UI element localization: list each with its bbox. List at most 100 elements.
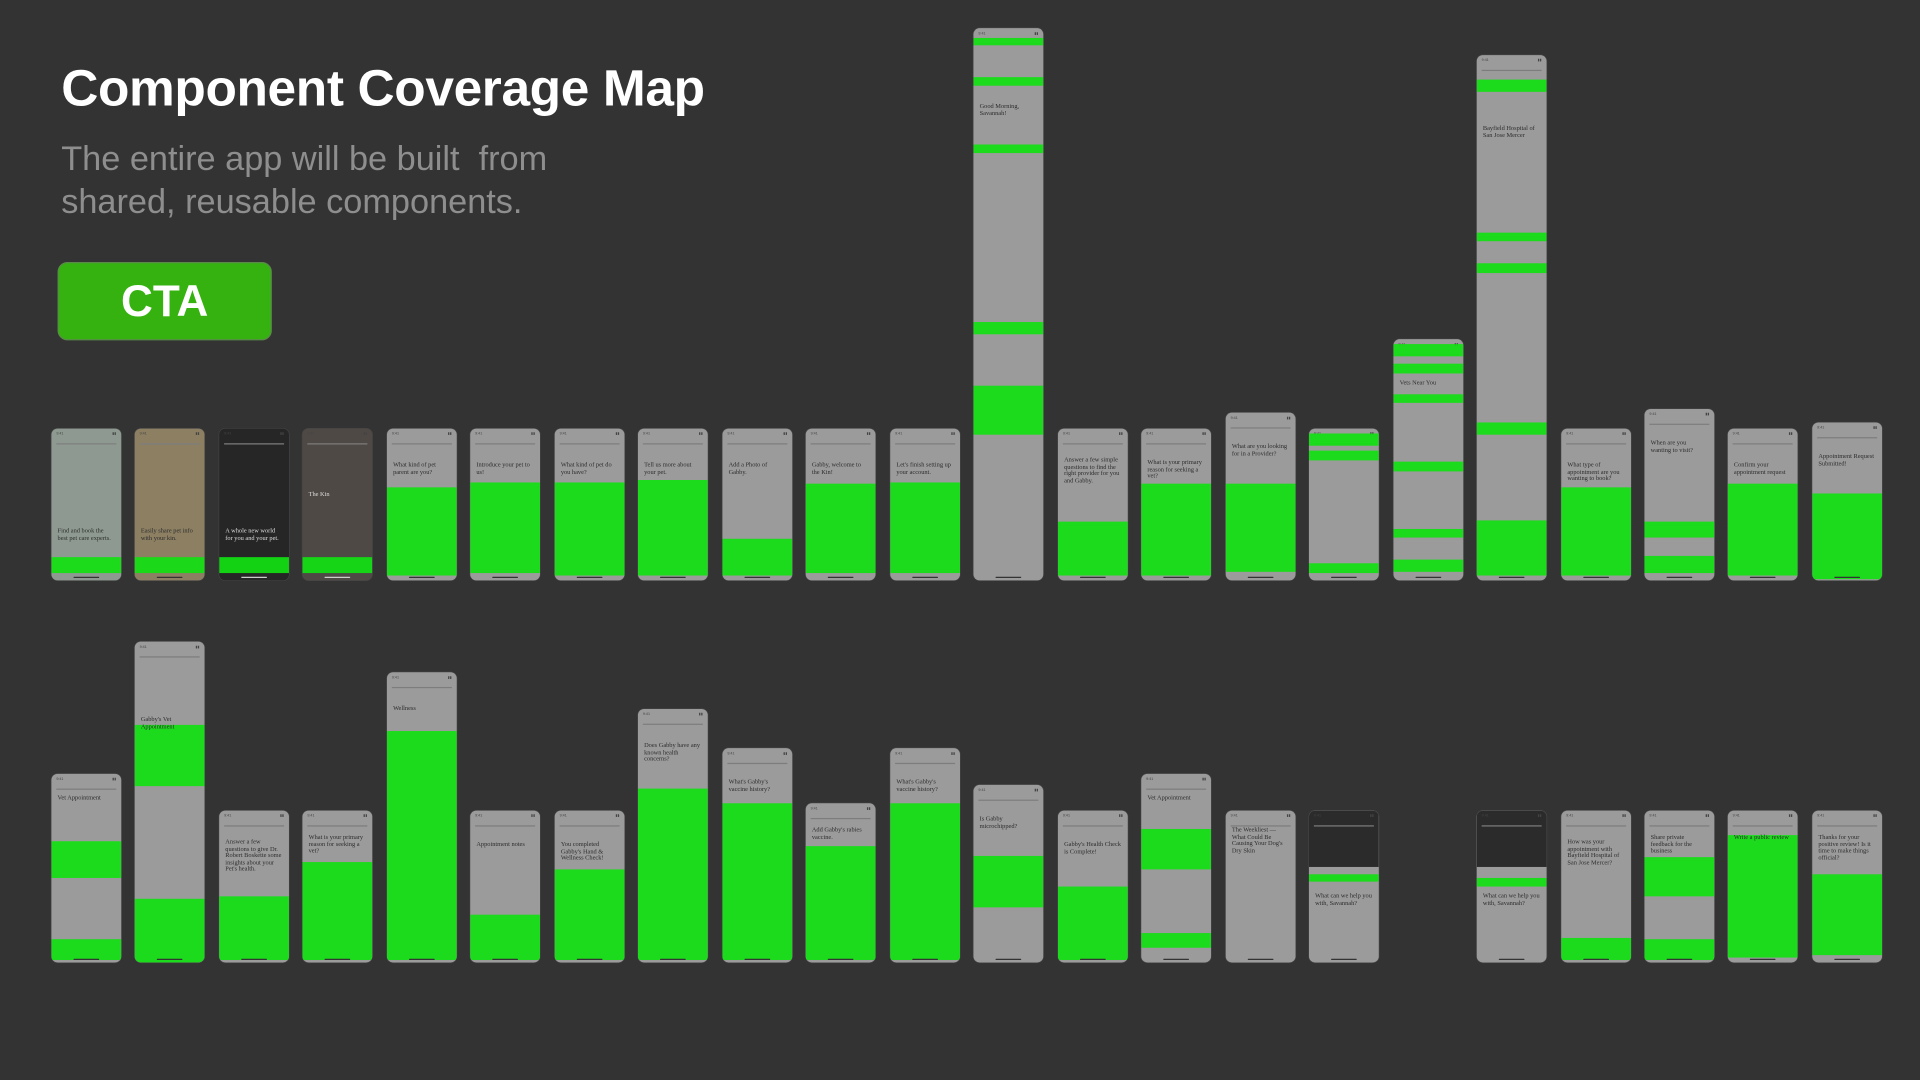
coverage-highlight: [890, 482, 961, 574]
status-time: 9:41: [139, 644, 147, 649]
screen-thumbnail[interactable]: 9:41▮▮Vets Near You: [1393, 339, 1464, 581]
screen-thumbnail[interactable]: 9:41 ▮▮ Thanks for your positive review! I…: [1812, 810, 1883, 963]
home-indicator: [1666, 958, 1693, 961]
screen-thumbnail[interactable]: 9:41 ▮▮ Find and book the best pet care ex…: [51, 428, 122, 581]
screen-thumbnail[interactable]: 9:41 ▮▮ Does Gabby have any known health c…: [637, 708, 708, 963]
screen-thumbnail[interactable]: 9:41 ▮▮ What type of appointment are you w…: [1561, 428, 1632, 581]
screen-thumbnail[interactable]: 9:41 ▮▮ Bayfield Hospital of San Jose Merc…: [1476, 55, 1547, 581]
status-bar: 9:41 ▮▮: [140, 644, 200, 649]
home-indicator: [1834, 958, 1861, 961]
screen-thumbnail[interactable]: 9:41 ▮▮ Good Morning, Savannah!: [973, 28, 1044, 581]
home-indicator: [995, 576, 1022, 578]
screen-thumbnail[interactable]: 9:41 ▮▮: [1308, 428, 1379, 581]
status-time: 9:41: [642, 711, 651, 717]
screen-thumbnail[interactable]: 9:41 ▮▮ The Kin: [302, 428, 373, 581]
screen-thumbnail[interactable]: 9:41 ▮▮ Easily share pet info with your ki…: [134, 428, 205, 581]
battery-icon: ▮▮: [280, 813, 285, 818]
status-time: 9:41: [224, 813, 232, 818]
divider: [475, 443, 536, 445]
divider: [1566, 825, 1627, 827]
battery-icon: ▮▮: [698, 711, 703, 717]
screen-heading: What can we help you with, Savannah?: [1482, 892, 1540, 907]
coverage-highlight: [1476, 520, 1547, 576]
divider: [1732, 825, 1793, 827]
screen-thumbnail[interactable]: 9:41 ▮▮ What's Gabby's vaccine history?: [722, 748, 793, 963]
screen-thumbnail[interactable]: 9:41 ▮▮ What can we help you with, Savanna…: [1308, 810, 1379, 963]
coverage-highlight: [973, 144, 1044, 154]
screen-thumbnail[interactable]: 9:41 ▮▮ What are you looking for in a Prov…: [1225, 412, 1296, 581]
screen-thumbnail[interactable]: 9:41 ▮▮ Let's finish setting up your accou…: [890, 428, 961, 581]
coverage-highlight: [134, 557, 205, 574]
coverage-highlight: [1644, 939, 1715, 961]
status-bar: 9:41 ▮▮: [1649, 813, 1709, 818]
battery-icon: ▮▮: [1788, 813, 1793, 818]
cta-button[interactable]: CTA: [57, 262, 272, 341]
status-bar: 9:41 ▮▮: [727, 751, 787, 756]
home-indicator: [744, 958, 771, 961]
screen-thumbnail[interactable]: 9:41 ▮▮ What is your primary reason for se…: [302, 810, 373, 963]
coverage-highlight: [973, 37, 1044, 46]
coverage-highlight: [637, 480, 708, 576]
status-bar: 9:41 ▮▮: [1566, 431, 1626, 436]
screen-thumbnail[interactable]: 9:41 ▮▮ Vet Appointment: [1141, 773, 1212, 963]
screen-heading: How was your appointment with Bayfield H…: [1567, 838, 1620, 867]
divider: [1481, 69, 1542, 72]
dark-header: [1476, 810, 1547, 867]
status-time: 9:41: [1146, 431, 1154, 436]
screen-thumbnail[interactable]: 9:41 ▮▮ What's Gabby's vaccine history?: [890, 748, 961, 963]
screen-thumbnail[interactable]: 9:41 ▮▮ What is your primary reason for se…: [1141, 428, 1212, 581]
divider: [139, 656, 200, 658]
screen-thumbnail[interactable]: 9:41 ▮▮ Gabby, welcome to the Kin!: [805, 428, 876, 581]
coverage-highlight: [722, 803, 793, 961]
screen-heading: Add Gabby's rabies vaccine.: [811, 826, 862, 841]
screen-thumbnail[interactable]: 9:41 ▮▮ Vet Appointment: [51, 773, 122, 963]
screen-thumbnail[interactable]: 9:41 ▮▮ Appointment Request Submitted!: [1812, 422, 1883, 581]
coverage-highlight: [637, 788, 708, 961]
screen-thumbnail[interactable]: 9:41 ▮▮ Answer a few questions to give Dr.…: [219, 810, 289, 963]
screen-thumbnail[interactable]: 9:41 ▮▮ When are you wanting to visit?: [1644, 408, 1715, 581]
status-time: 9:41: [307, 813, 315, 818]
status-bar: 9:41 ▮▮: [643, 711, 703, 716]
screen-thumbnail[interactable]: 9:41 ▮▮ Appointment notes: [470, 810, 541, 963]
coverage-highlight: [134, 898, 205, 963]
divider: [1062, 443, 1123, 445]
screen-thumbnail[interactable]: 9:41 ▮▮ What can we help you with, Savanna…: [1476, 810, 1547, 963]
screen-thumbnail[interactable]: 9:41 ▮▮ Tell us more about your pet.: [637, 428, 708, 581]
page-subtitle: The entire app will be built from shared…: [61, 137, 698, 223]
screen-thumbnail[interactable]: 9:41 ▮▮ Add a Photo of Gabby.: [722, 428, 793, 581]
screen-thumbnail[interactable]: 9:41 ▮▮ A whole new world for you and your…: [219, 428, 289, 581]
divider: [1313, 825, 1374, 827]
screen-thumbnail[interactable]: 9:41 ▮▮ Share private feedback for the bus…: [1644, 810, 1715, 963]
screen-thumbnail[interactable]: 9:41 ▮▮ You completed Gabby's Hand & Welln…: [554, 810, 625, 963]
screen-heading: Appointment notes: [476, 841, 525, 849]
screen-thumbnail[interactable]: 9:41 ▮▮ Introduce your pet to us!: [470, 428, 541, 581]
home-indicator: [492, 958, 518, 961]
screen-thumbnail[interactable]: 9:41 ▮▮ Gabby's Vet Appointment: [134, 641, 205, 963]
status-bar: 9:41 ▮▮: [1231, 813, 1291, 818]
screen-thumbnail[interactable]: 9:41 ▮▮ Is Gabby microchipped?: [973, 784, 1044, 963]
screen-thumbnail[interactable]: 9:41 ▮▮ How was your appointment with Bayf…: [1561, 810, 1632, 963]
screen-thumbnail[interactable]: 9:41 ▮▮ Wellness: [386, 672, 457, 963]
status-time: 9:41: [1314, 431, 1321, 436]
screen-thumbnail[interactable]: 9:41 ▮▮ Add Gabby's rabies vaccine.: [805, 803, 876, 963]
screen-thumbnail[interactable]: 9:41 ▮▮ What kind of pet parent are you?: [386, 428, 457, 581]
screen-heading: Thanks for your positive review! Is it t…: [1818, 833, 1871, 862]
screen-thumbnail[interactable]: 9:41 ▮▮ Answer a few simple questions to f…: [1057, 428, 1128, 581]
home-indicator: [576, 576, 603, 578]
screen-thumbnail[interactable]: 9:41 ▮▮ Write a public review: [1727, 810, 1798, 963]
page-title: Component Coverage Map: [61, 58, 705, 117]
status-bar: 9:41 ▮▮: [1146, 431, 1206, 436]
battery-icon: ▮▮: [1537, 813, 1542, 818]
divider: [1230, 427, 1291, 429]
divider: [1146, 443, 1207, 445]
home-indicator: [912, 576, 938, 578]
battery-icon: ▮▮: [1622, 431, 1627, 436]
screen-thumbnail[interactable]: 9:41 ▮▮ What kind of pet do you have?: [554, 428, 625, 581]
screen-thumbnail[interactable]: 9:41 ▮▮ Confirm your appointment request: [1727, 428, 1798, 581]
status-time: 9:41: [475, 813, 483, 818]
divider: [391, 686, 452, 689]
screen-thumbnail[interactable]: 9:41 ▮▮ Gabby's Health Check is Complete!: [1057, 810, 1128, 963]
status-time: 9:41: [727, 750, 735, 756]
divider: [642, 443, 703, 445]
screen-thumbnail[interactable]: 9:41 ▮▮ The Weekliest — What Could Be Caus…: [1225, 810, 1296, 963]
